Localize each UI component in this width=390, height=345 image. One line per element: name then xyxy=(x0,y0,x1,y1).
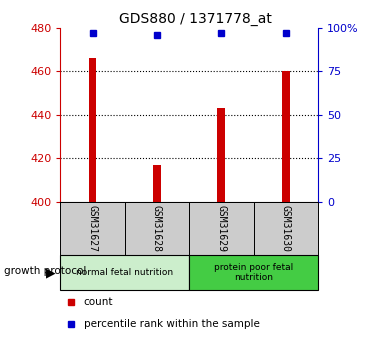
Text: count: count xyxy=(83,297,113,307)
Text: GSM31630: GSM31630 xyxy=(281,205,291,252)
Bar xyxy=(153,165,161,202)
Text: percentile rank within the sample: percentile rank within the sample xyxy=(83,319,259,329)
Bar xyxy=(189,202,254,255)
Text: protein poor fetal
nutrition: protein poor fetal nutrition xyxy=(214,263,293,282)
Bar xyxy=(125,202,189,255)
Text: GSM31628: GSM31628 xyxy=(152,205,162,252)
Text: GDS880 / 1371778_at: GDS880 / 1371778_at xyxy=(119,12,271,26)
Bar xyxy=(254,202,318,255)
Bar xyxy=(89,58,96,202)
Text: growth protocol: growth protocol xyxy=(4,266,86,276)
Text: ▶: ▶ xyxy=(46,266,55,279)
Bar xyxy=(282,71,289,202)
Text: normal fetal nutrition: normal fetal nutrition xyxy=(76,268,174,277)
Bar xyxy=(189,255,318,290)
Bar xyxy=(218,108,225,202)
Bar xyxy=(60,202,125,255)
Text: GSM31627: GSM31627 xyxy=(88,205,98,252)
Text: GSM31629: GSM31629 xyxy=(216,205,226,252)
Bar xyxy=(60,255,189,290)
